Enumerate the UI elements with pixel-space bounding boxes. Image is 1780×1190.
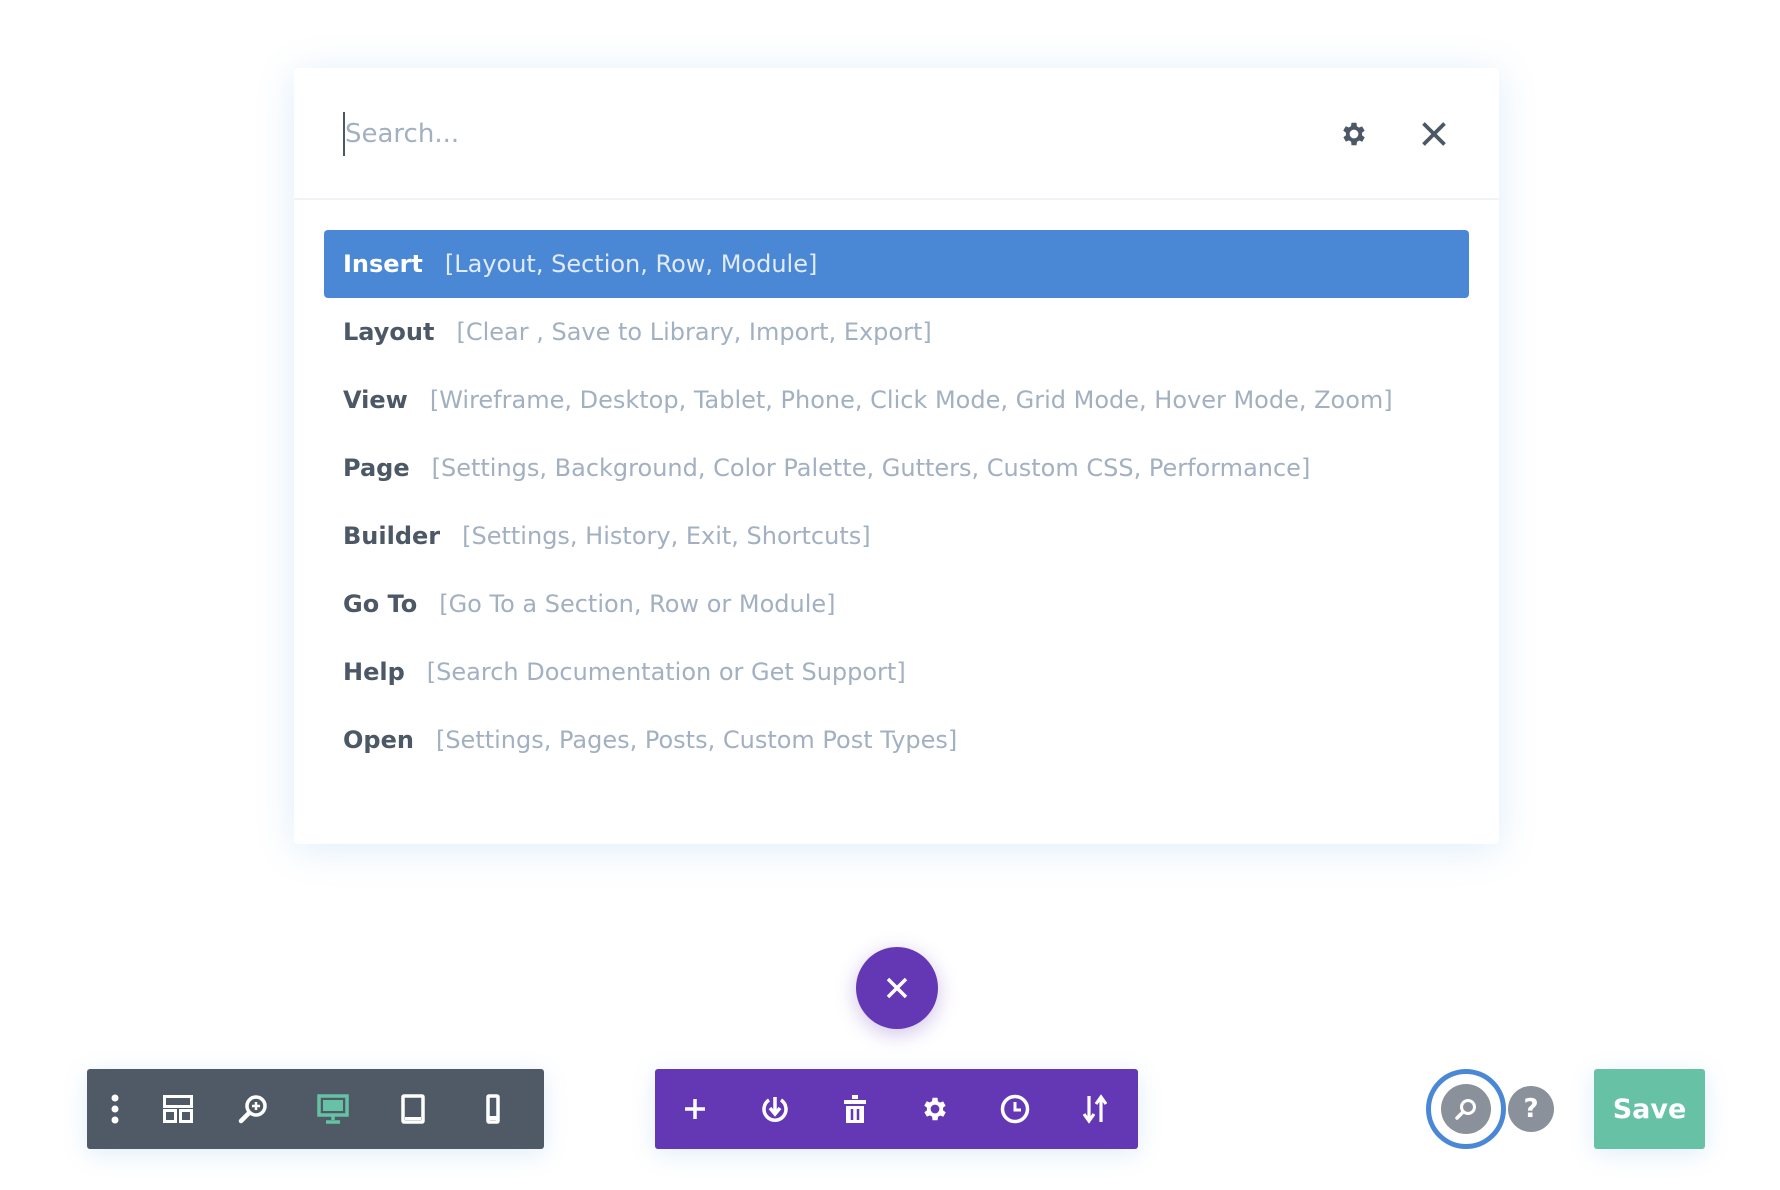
- command-options: [Go To a Section, Row or Module]: [439, 590, 836, 618]
- command-options: [Search Documentation or Get Support]: [426, 658, 906, 686]
- gear-icon: [924, 1097, 946, 1121]
- search-button-inner: [1441, 1084, 1491, 1134]
- history-button[interactable]: [975, 1069, 1055, 1149]
- close-button[interactable]: [1414, 114, 1454, 154]
- history-icon: [1000, 1094, 1030, 1124]
- command-options: [Settings, Pages, Posts, Custom Post Typ…: [435, 726, 958, 754]
- add-button[interactable]: [655, 1069, 735, 1149]
- close-icon: [886, 977, 908, 999]
- page-toolbar: [655, 1069, 1138, 1149]
- gear-icon: [1343, 122, 1365, 146]
- command-key: Page: [343, 454, 410, 482]
- command-item-open[interactable]: Open [Settings, Pages, Posts, Custom Post…: [324, 706, 1469, 774]
- command-item-view[interactable]: View [Wireframe, Desktop, Tablet, Phone, …: [324, 366, 1469, 434]
- tablet-view-button[interactable]: [373, 1069, 453, 1149]
- command-key: Help: [343, 658, 405, 686]
- command-key: Go To: [343, 590, 418, 618]
- zoom-icon: [238, 1095, 267, 1124]
- trash-icon: [844, 1095, 866, 1123]
- portability-icon: [762, 1097, 788, 1122]
- sort-icon: [1082, 1094, 1108, 1124]
- wireframe-icon: [163, 1095, 193, 1123]
- command-options: [Clear , Save to Library, Import, Export…: [456, 318, 932, 346]
- command-key: Layout: [343, 318, 435, 346]
- command-item-help[interactable]: Help [Search Documentation or Get Support…: [324, 638, 1469, 706]
- close-icon: [1422, 122, 1446, 146]
- portability-button[interactable]: [735, 1069, 815, 1149]
- clear-button[interactable]: [815, 1069, 895, 1149]
- command-item-go-to[interactable]: Go To [Go To a Section, Row or Module]: [324, 570, 1469, 638]
- zoom-button[interactable]: [213, 1069, 293, 1149]
- command-item-page[interactable]: Page [Settings, Background, Color Palette…: [324, 434, 1469, 502]
- command-key: Builder: [343, 522, 441, 550]
- phone-view-button[interactable]: [453, 1069, 533, 1149]
- command-list: Insert [Layout, Section, Row, Module] Layo…: [294, 200, 1499, 774]
- command-key: View: [343, 386, 408, 414]
- search-row: [294, 68, 1499, 200]
- help-button[interactable]: ?: [1508, 1086, 1554, 1132]
- more-button[interactable]: [87, 1069, 143, 1149]
- add-icon: [685, 1099, 705, 1119]
- search-icon: [1455, 1099, 1476, 1120]
- command-key: Open: [343, 726, 414, 754]
- command-options: [Settings, History, Exit, Shortcuts]: [462, 522, 871, 550]
- phone-icon: [486, 1094, 500, 1124]
- command-item-builder[interactable]: Builder [Settings, History, Exit, Shortcu…: [324, 502, 1469, 570]
- command-options: [Layout, Section, Row, Module]: [444, 250, 818, 278]
- command-item-insert[interactable]: Insert [Layout, Section, Row, Module]: [324, 230, 1469, 298]
- search-input[interactable]: [343, 112, 1243, 156]
- desktop-view-button[interactable]: [293, 1069, 373, 1149]
- search-command-button[interactable]: [1426, 1069, 1506, 1149]
- tablet-icon: [401, 1094, 425, 1124]
- desktop-icon: [317, 1094, 349, 1124]
- save-button[interactable]: Save: [1594, 1069, 1705, 1149]
- page-settings-button[interactable]: [895, 1069, 975, 1149]
- wireframe-button[interactable]: [143, 1069, 213, 1149]
- more-icon: [111, 1094, 119, 1124]
- command-item-layout[interactable]: Layout [Clear , Save to Library, Import, …: [324, 298, 1469, 366]
- close-fab-button[interactable]: [856, 947, 938, 1029]
- command-options: [Settings, Background, Color Palette, Gu…: [431, 454, 1311, 482]
- command-options: [Wireframe, Desktop, Tablet, Phone, Clic…: [429, 386, 1393, 414]
- command-palette: Insert [Layout, Section, Row, Module] Layo…: [294, 68, 1499, 844]
- settings-button[interactable]: [1334, 114, 1374, 154]
- command-key: Insert: [343, 250, 423, 278]
- view-toolbar: [87, 1069, 544, 1149]
- sort-button[interactable]: [1055, 1069, 1135, 1149]
